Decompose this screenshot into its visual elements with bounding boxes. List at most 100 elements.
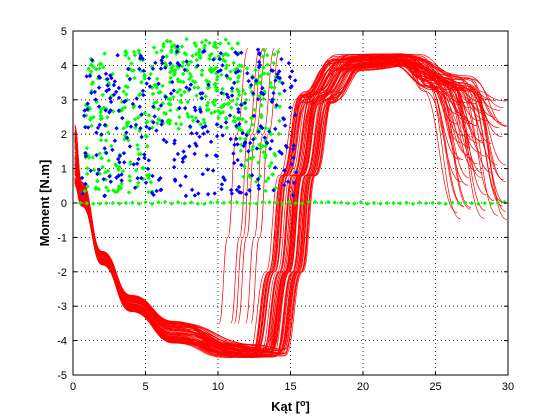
- green-marker: [263, 153, 268, 158]
- blue-marker: [210, 168, 216, 173]
- green-marker: [185, 99, 191, 105]
- blue-marker: [195, 63, 200, 68]
- green-marker: [430, 200, 435, 206]
- blue-marker: [251, 91, 256, 96]
- blue-marker: [141, 68, 146, 74]
- green-marker: [119, 181, 124, 186]
- green-marker: [172, 42, 177, 48]
- green-marker: [90, 155, 96, 160]
- green-marker: [149, 64, 154, 69]
- blue-marker: [151, 120, 156, 125]
- blue-marker: [218, 68, 223, 73]
- green-marker: [204, 78, 209, 83]
- blue-marker: [107, 110, 112, 115]
- blue-marker: [112, 79, 118, 84]
- blue-marker: [124, 130, 129, 135]
- green-marker: [84, 171, 90, 177]
- blue-marker: [216, 69, 221, 74]
- green-marker: [203, 38, 209, 43]
- blue-marker: [224, 73, 229, 78]
- green-marker: [187, 77, 192, 82]
- green-marker: [144, 173, 150, 178]
- green-marker: [131, 68, 136, 73]
- blue-marker: [168, 61, 173, 66]
- blue-marker: [178, 183, 183, 188]
- green-marker: [179, 44, 185, 49]
- green-marker: [123, 53, 128, 58]
- y-tick-label: 5: [61, 26, 67, 38]
- green-marker: [226, 41, 231, 46]
- blue-marker: [168, 91, 174, 96]
- green-marker: [371, 200, 377, 206]
- green-marker: [235, 79, 240, 85]
- blue-marker: [235, 157, 240, 163]
- blue-marker: [164, 139, 169, 145]
- blue-marker: [287, 105, 293, 110]
- blue-marker: [173, 178, 178, 184]
- green-marker: [272, 52, 277, 57]
- x-tick-label: 15: [284, 381, 296, 393]
- blue-marker: [229, 191, 235, 196]
- blue-marker: [181, 149, 186, 154]
- blue-marker: [143, 180, 149, 185]
- blue-marker: [122, 160, 127, 165]
- blue-marker: [114, 175, 119, 180]
- blue-marker: [219, 186, 224, 192]
- blue-marker: [200, 171, 205, 177]
- green-marker: [196, 85, 201, 90]
- green-marker: [190, 53, 195, 59]
- green-marker: [136, 115, 141, 120]
- blue-marker: [219, 182, 225, 187]
- blue-marker: [237, 121, 242, 127]
- green-marker: [195, 201, 200, 206]
- green-marker: [215, 199, 220, 205]
- green-marker: [249, 147, 255, 153]
- blue-marker: [110, 147, 115, 153]
- blue-marker: [113, 89, 119, 95]
- blue-marker: [102, 146, 107, 151]
- green-marker: [136, 180, 141, 185]
- blue-marker: [172, 141, 177, 146]
- blue-marker: [128, 124, 134, 129]
- blue-marker: [198, 109, 203, 114]
- green-marker: [242, 136, 248, 142]
- green-marker: [103, 138, 109, 143]
- green-marker: [229, 88, 235, 94]
- blue-marker: [236, 184, 242, 190]
- blue-marker: [95, 125, 101, 131]
- blue-marker: [194, 131, 199, 136]
- blue-marker: [248, 82, 254, 88]
- blue-marker: [154, 188, 159, 194]
- blue-marker: [240, 130, 245, 136]
- blue-marker: [172, 157, 177, 162]
- blue-marker: [200, 91, 205, 96]
- green-marker: [126, 120, 131, 125]
- green-marker: [204, 107, 210, 113]
- green-marker: [502, 199, 507, 205]
- blue-marker: [214, 122, 220, 127]
- green-marker: [98, 113, 104, 119]
- green-marker: [168, 39, 173, 44]
- blue-marker: [242, 100, 248, 106]
- blue-marker: [160, 61, 165, 66]
- green-marker: [352, 201, 357, 206]
- green-marker: [199, 40, 205, 45]
- blue-marker: [154, 128, 159, 133]
- green-marker: [190, 118, 196, 123]
- blue-marker: [94, 130, 99, 135]
- green-marker: [167, 69, 173, 75]
- blue-marker: [96, 104, 102, 109]
- green-marker: [95, 179, 100, 184]
- blue-marker: [256, 59, 262, 65]
- red-curve: [74, 53, 471, 354]
- green-marker: [220, 104, 226, 109]
- green-marker: [109, 143, 114, 149]
- green-marker: [238, 127, 243, 133]
- green-marker: [137, 92, 142, 98]
- green-marker: [199, 68, 205, 73]
- y-ticks: -5 -4 -3 -2 -1 0 1 2 3 4 5: [57, 26, 508, 382]
- blue-marker: [255, 47, 261, 52]
- blue-marker: [199, 96, 205, 101]
- green-marker: [378, 201, 383, 206]
- green-marker: [192, 85, 197, 90]
